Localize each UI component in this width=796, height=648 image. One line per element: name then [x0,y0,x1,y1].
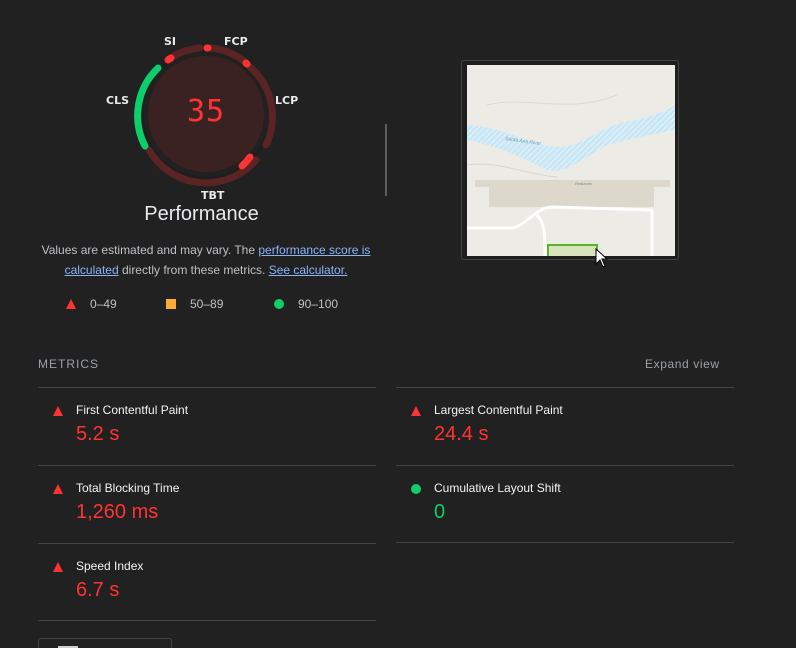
description-text: Values are estimated and may vary. The [41,243,259,257]
metric-first-contentful-paint: First Contentful Paint 5.2 s [38,387,376,465]
fail-triangle-icon [53,484,63,494]
metric-total-blocking-time: Total Blocking Time 1,260 ms [38,465,376,543]
square-icon [166,299,176,309]
performance-score-link[interactable]: performance score is calculated [64,243,371,277]
fail-triangle-icon [53,562,63,572]
svg-text:Redlands: Redlands [575,181,592,186]
gauge-title: Performance [144,203,259,225]
metric-cumulative-layout-shift: Cumulative Layout Shift 0 [396,465,734,543]
score-description: Values are estimated and may vary. The p… [36,240,376,280]
description-text-2: directly from these metrics. [118,263,269,277]
metric-name: Largest Contentful Paint [434,403,563,417]
metric-value: 1,260 ms [76,501,159,523]
legend-pass: 90–100 [274,297,338,311]
svg-text:Santa Ana River: Santa Ana River [505,136,542,147]
pass-circle-icon [411,484,421,494]
metric-name: Speed Index [76,559,144,573]
vertical-divider [385,124,387,196]
gauge-label-cls: CLS [106,94,130,107]
metric-value: 24.4 s [434,423,489,445]
view-treemap-button[interactable] [38,638,172,648]
expand-view-toggle[interactable]: Expand view [645,357,720,371]
fail-triangle-icon [53,406,63,416]
gauge-ring-icon [134,44,276,187]
metric-name: Cumulative Layout Shift [434,481,561,495]
circle-icon [274,299,284,309]
performance-gauge: 35 SI FCP LCP TBT CLS Performance [100,30,310,230]
fail-triangle-icon [411,406,421,416]
final-screenshot-thumbnail[interactable]: Santa Ana River Redlands [461,60,679,260]
gauge-label-fcp: FCP [224,35,248,48]
legend-range: 0–49 [90,297,117,311]
metric-name: First Contentful Paint [76,403,189,417]
legend-fail: 0–49 [66,297,117,311]
treemap-icon [58,646,78,648]
gauge-label-tbt: TBT [201,189,225,202]
divider [38,620,376,621]
metrics-header: METRICS [38,357,99,371]
legend-average: 50–89 [166,297,223,311]
divider [396,542,734,543]
map-image-icon: Santa Ana River Redlands [467,65,675,256]
gauge-label-lcp: LCP [275,94,299,107]
metric-value: 6.7 s [76,579,120,601]
legend-range: 50–89 [190,297,224,311]
metric-value: 5.2 s [76,423,120,445]
see-calculator-link[interactable]: See calculator. [268,263,348,277]
metric-value: 0 [434,501,446,523]
triangle-icon [66,299,76,309]
performance-score: 35 [186,94,226,129]
gauge-label-si: SI [164,35,177,48]
legend-range: 90–100 [298,297,339,311]
mouse-cursor-icon [595,248,609,268]
map-screenshot: Santa Ana River Redlands [467,65,675,256]
metric-name: Total Blocking Time [76,481,180,495]
metric-largest-contentful-paint: Largest Contentful Paint 24.4 s [396,387,734,465]
metric-speed-index: Speed Index 6.7 s [38,543,376,621]
